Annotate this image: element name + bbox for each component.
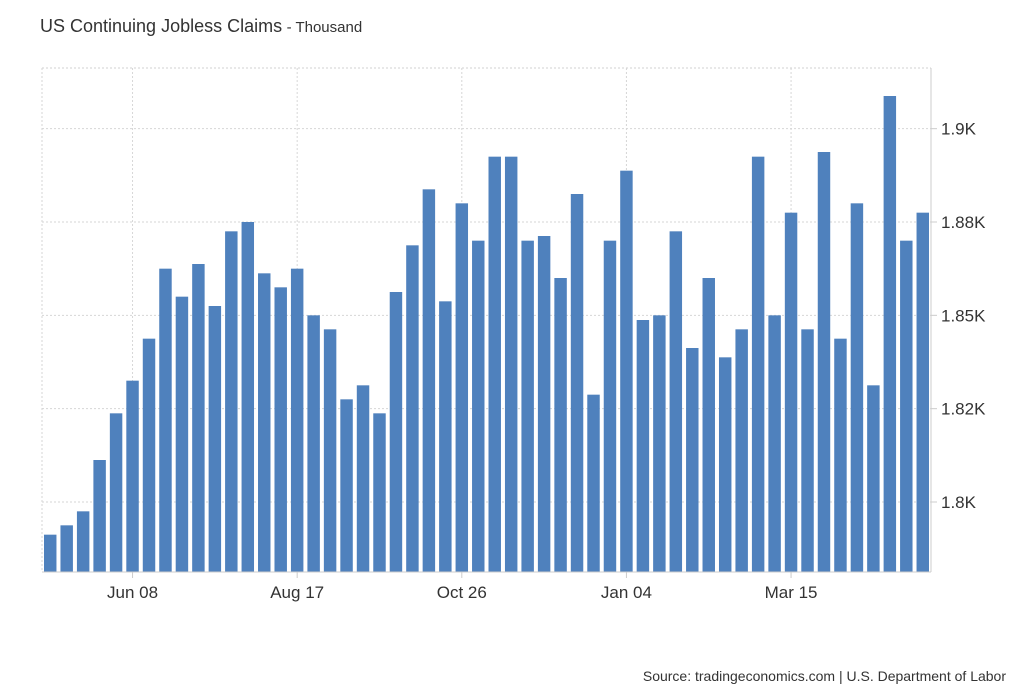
- bar: [307, 315, 320, 572]
- bar: [439, 301, 452, 572]
- bar: [290, 268, 304, 572]
- bar: [192, 264, 205, 572]
- bar: [784, 212, 798, 573]
- bar: [175, 296, 189, 572]
- y-tick-label: 1.9K: [941, 120, 977, 139]
- chart-title: US Continuing Jobless Claims: [40, 16, 283, 36]
- bar: [60, 525, 73, 572]
- grid-lines: [41, 67, 931, 572]
- bar: [653, 315, 666, 572]
- x-tick-label: Oct 26: [437, 583, 487, 602]
- chart-unit: - Thousand: [286, 19, 363, 36]
- bar: [834, 338, 847, 572]
- bar: [455, 203, 469, 572]
- bar: [718, 357, 732, 572]
- bar: [488, 156, 501, 573]
- bar: [686, 348, 699, 572]
- bar: [916, 212, 929, 573]
- y-axis-ticks: 1.8K 1.82K 1.85K 1.88K 1.9K: [931, 120, 986, 512]
- bar: [44, 534, 57, 572]
- bar: [406, 245, 419, 572]
- bar: [208, 306, 222, 572]
- bar: [768, 315, 781, 572]
- y-tick-label: 1.8K: [941, 493, 977, 512]
- bar: [751, 156, 765, 573]
- axes: [42, 68, 932, 573]
- bar: [867, 385, 880, 572]
- bar: [323, 329, 337, 572]
- bar: [817, 152, 831, 572]
- bar: [225, 231, 238, 572]
- bar: [537, 236, 551, 572]
- bar: [620, 170, 633, 573]
- y-tick-label: 1.82K: [941, 400, 986, 419]
- bar: [241, 222, 255, 572]
- bar: [636, 320, 650, 572]
- bars-group: [44, 96, 929, 573]
- bar: [93, 460, 106, 572]
- bar: [142, 338, 156, 572]
- bar: [274, 287, 287, 572]
- bar: [76, 511, 90, 572]
- bar: [356, 385, 370, 572]
- bar: [109, 413, 123, 572]
- x-tick-label: Aug 17: [270, 583, 324, 602]
- chart: 1.8K 1.82K 1.85K 1.88K 1.9K Jun 08 Aug 17 Oct …: [41, 67, 986, 602]
- source-note: Source: tradingeconomics.com | U.S. Depa…: [642, 668, 1006, 684]
- bar: [702, 278, 715, 572]
- bar: [373, 413, 386, 572]
- bar: [900, 240, 913, 573]
- bar: [472, 240, 485, 573]
- x-tick-label: Jan 04: [601, 583, 652, 602]
- bar: [603, 240, 617, 573]
- bar: [669, 231, 683, 572]
- bar: [801, 329, 814, 572]
- bar: [504, 156, 518, 573]
- bar: [521, 240, 534, 573]
- y-tick-label: 1.88K: [941, 213, 986, 232]
- bar: [422, 189, 436, 572]
- bar: [554, 278, 567, 572]
- bar: [883, 96, 897, 572]
- bar: [735, 329, 748, 572]
- bar: [389, 292, 403, 572]
- bar: [126, 380, 139, 572]
- bar: [570, 194, 584, 572]
- x-tick-label: Jun 08: [107, 583, 158, 602]
- x-axis-ticks: Jun 08 Aug 17 Oct 26 Jan 04 Mar 15: [107, 572, 818, 602]
- chart-title-block: US Continuing Jobless Claims - Thousand: [40, 16, 362, 37]
- y-tick-label: 1.85K: [941, 306, 986, 325]
- bar: [340, 399, 353, 572]
- bar: [159, 268, 172, 572]
- bar: [587, 394, 600, 572]
- bar: [258, 273, 271, 572]
- x-tick-label: Mar 15: [765, 583, 818, 602]
- bar: [850, 203, 864, 572]
